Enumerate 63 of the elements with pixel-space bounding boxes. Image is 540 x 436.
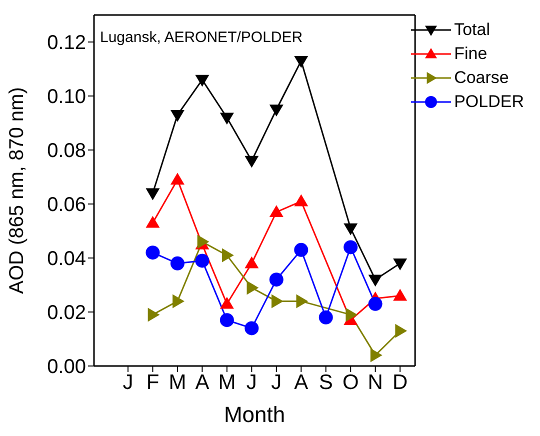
point bbox=[148, 308, 160, 322]
x-tick-label: F bbox=[146, 370, 160, 394]
point bbox=[146, 246, 160, 260]
point bbox=[269, 104, 284, 116]
point bbox=[244, 256, 259, 268]
x-tick-label: N bbox=[368, 370, 383, 394]
point bbox=[244, 321, 259, 336]
y-tick-label: 0.04 bbox=[47, 248, 86, 270]
x-tick-label: S bbox=[318, 370, 333, 394]
x-tick-label: A bbox=[294, 370, 308, 394]
point bbox=[344, 223, 358, 236]
point bbox=[146, 188, 160, 200]
legend-label: POLDER bbox=[454, 91, 524, 113]
x-tick-label: O bbox=[342, 370, 359, 394]
point bbox=[195, 254, 210, 268]
point bbox=[197, 234, 210, 249]
point bbox=[244, 156, 259, 168]
point bbox=[220, 296, 234, 309]
point bbox=[146, 216, 160, 228]
y-tick-label: 0.08 bbox=[47, 140, 86, 162]
y-tick-label: 0.06 bbox=[47, 194, 86, 216]
point bbox=[170, 256, 184, 270]
x-tick-label: J bbox=[122, 370, 134, 394]
point bbox=[195, 74, 210, 87]
y-tick-label: 0.00 bbox=[47, 356, 86, 378]
point bbox=[368, 274, 382, 287]
point bbox=[170, 172, 184, 185]
point bbox=[269, 205, 284, 217]
x-tick-label: A bbox=[195, 370, 210, 394]
annotation: Lugansk, AERONET/POLDER bbox=[100, 29, 303, 46]
x-tick-label: M bbox=[168, 370, 186, 394]
point bbox=[172, 294, 184, 308]
x-axis-title: Month bbox=[224, 402, 286, 427]
point bbox=[220, 112, 234, 125]
legend-label: Fine bbox=[454, 43, 488, 65]
point bbox=[395, 324, 408, 338]
y-axis-title: AOD (865 nm, 870 nm) bbox=[6, 87, 28, 294]
point bbox=[368, 296, 382, 311]
point bbox=[370, 348, 382, 362]
y-tick-label: 0.10 bbox=[47, 86, 86, 108]
point bbox=[318, 310, 333, 324]
point bbox=[269, 272, 284, 287]
point bbox=[294, 242, 308, 257]
point bbox=[220, 313, 234, 328]
point bbox=[272, 294, 284, 308]
x-tick-label: J bbox=[246, 370, 257, 394]
y-tick-label: 0.12 bbox=[47, 32, 86, 54]
point bbox=[222, 248, 234, 262]
x-tick-label: J bbox=[271, 370, 282, 394]
point bbox=[246, 280, 259, 295]
x-tick-label: D bbox=[392, 370, 408, 394]
point bbox=[393, 258, 408, 270]
point bbox=[393, 288, 408, 301]
legend-label: Total bbox=[454, 19, 490, 41]
x-tick-label: M bbox=[218, 370, 236, 394]
y-tick-label: 0.02 bbox=[47, 302, 86, 324]
point bbox=[294, 194, 308, 206]
point bbox=[296, 294, 308, 308]
point bbox=[170, 110, 184, 122]
point bbox=[346, 308, 358, 322]
legend-label: Coarse bbox=[454, 67, 509, 89]
point bbox=[344, 240, 358, 254]
point bbox=[294, 56, 308, 68]
